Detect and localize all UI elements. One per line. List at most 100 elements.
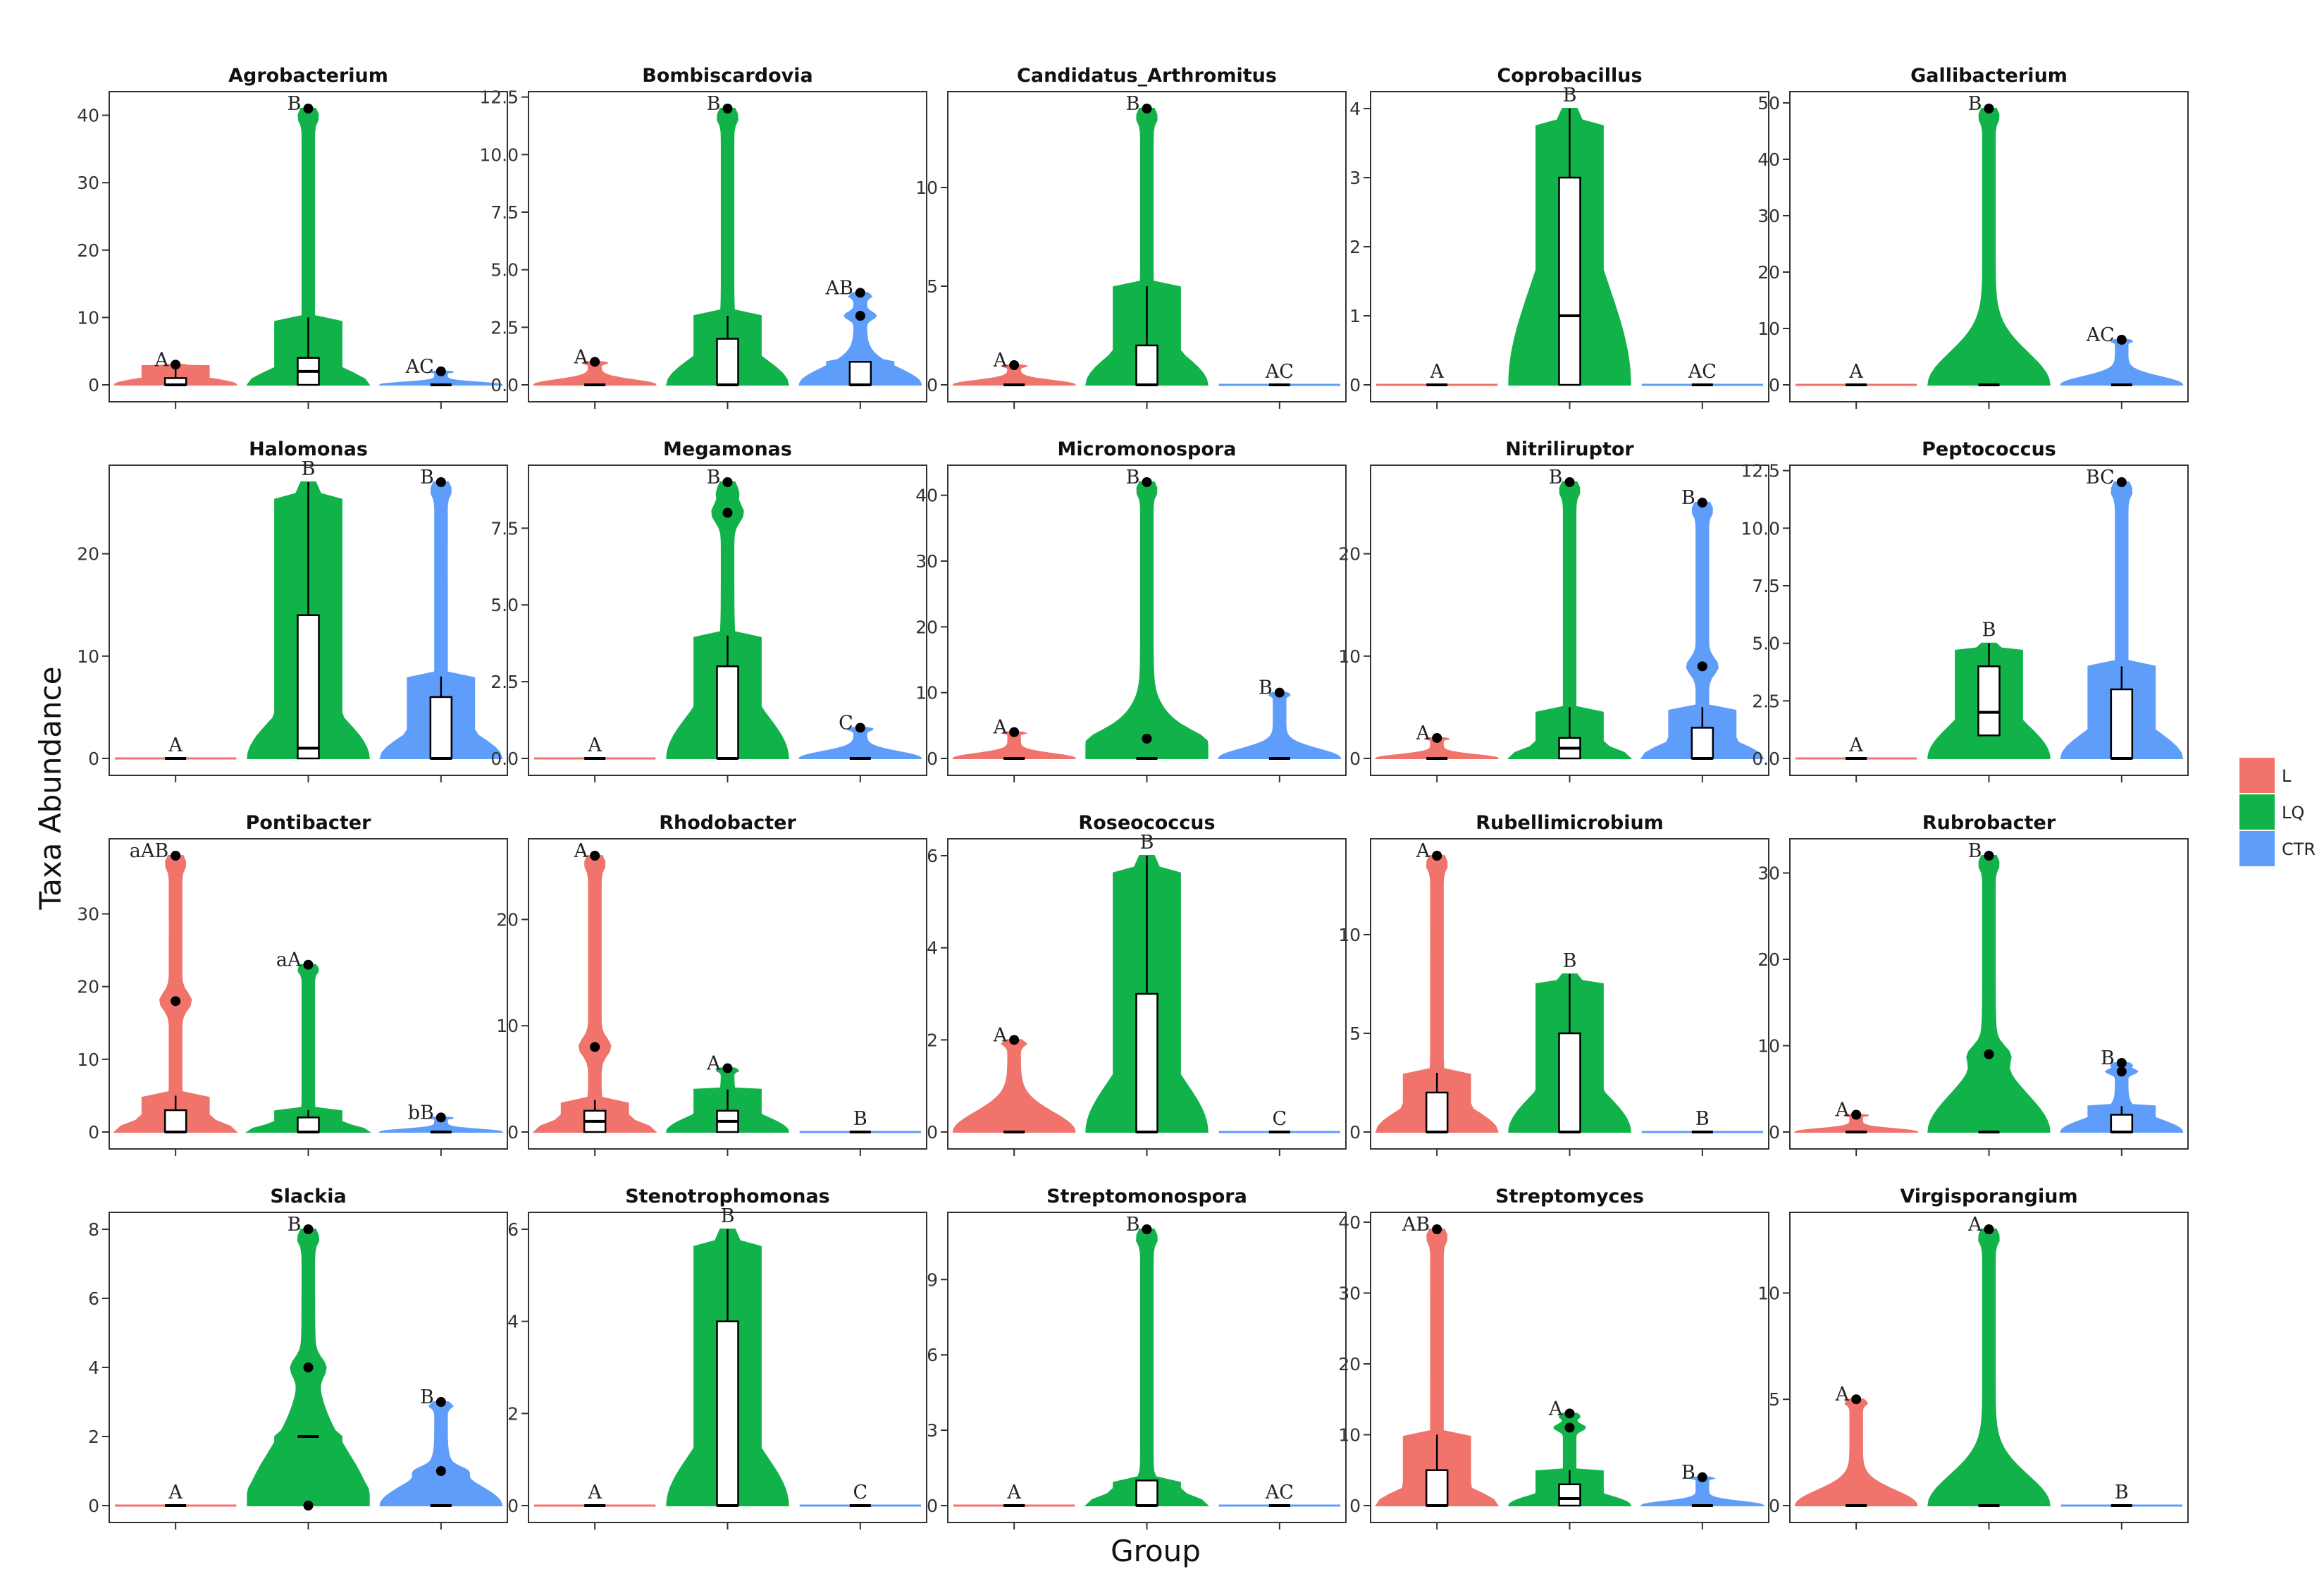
- y-tick-label: 0: [1349, 1496, 1361, 1516]
- significance-letter: bB: [408, 1102, 434, 1124]
- box: [2110, 688, 2134, 760]
- outlier-point: [855, 722, 865, 733]
- outlier-point: [590, 1042, 600, 1052]
- y-tick-label: 10: [1757, 1036, 1780, 1057]
- panel-pontibacter: Pontibacter 0 10 20 30 aAB aA bB: [77, 812, 508, 1156]
- x-axis-label: Group: [1111, 1534, 1201, 1568]
- y-tick-label: 7.5: [1752, 576, 1780, 596]
- outlier-point: [590, 851, 600, 861]
- outlier-point: [1564, 1422, 1575, 1433]
- outlier-point: [1009, 727, 1020, 737]
- outlier-point: [1564, 1408, 1575, 1419]
- significance-letter: B: [288, 1214, 302, 1236]
- y-tick-label: 4: [1349, 99, 1361, 119]
- significance-letter: A: [1967, 1214, 1982, 1236]
- panel-virgisporangium: Virgisporangium 0 5 10 A A B: [1757, 1186, 2189, 1530]
- outlier-point: [722, 1063, 733, 1074]
- significance-letter: A: [706, 1053, 721, 1075]
- y-tick-label: 0: [1769, 1122, 1780, 1143]
- legend-key-CTR: [2239, 831, 2275, 866]
- outlier-point: [2116, 335, 2127, 345]
- outlier-point: [1009, 360, 1020, 370]
- y-tick-label: 20: [1338, 1354, 1361, 1374]
- panel-roseococcus: Roseococcus 0 2 4 6 A B C: [927, 812, 1347, 1156]
- significance-letter: B: [1140, 832, 1154, 854]
- y-tick-label: 10: [915, 178, 938, 198]
- significance-letter: B: [302, 458, 316, 480]
- outlier-point: [171, 359, 181, 370]
- outlier-point: [303, 1362, 314, 1372]
- y-tick-label: 3: [1349, 168, 1361, 188]
- y-tick-label: 20: [1338, 544, 1361, 565]
- panel-candidatus_arthromitus: Candidatus_Arthromitus 0 5 10 A B AC: [915, 65, 1347, 409]
- significance-letter: B: [420, 467, 434, 488]
- significance-letter: A: [1006, 1482, 1021, 1503]
- y-tick-label: 5: [1349, 1023, 1361, 1044]
- outlier-point: [590, 357, 600, 367]
- significance-letter: AB: [824, 277, 853, 299]
- box: [1977, 665, 2001, 737]
- box: [1135, 992, 1158, 1133]
- significance-letter: B: [288, 93, 302, 115]
- y-tick-label: 2: [507, 1403, 519, 1424]
- y-tick-label: 0: [1349, 1122, 1361, 1143]
- y-tick-label: 0: [507, 1496, 519, 1516]
- box: [716, 665, 739, 760]
- y-tick-label: 2.5: [490, 317, 519, 338]
- significance-letter: B: [1982, 620, 1996, 641]
- y-tick-label: 8: [88, 1219, 99, 1240]
- panels-layer: Agrobacterium010203040ABACBombiscardovia…: [77, 65, 2189, 1530]
- y-tick-label: 6: [927, 1345, 938, 1365]
- panel-title: Peptococcus: [1922, 438, 2056, 460]
- outlier-point: [1142, 734, 1152, 744]
- panel-title: Nitriliruptor: [1505, 438, 1634, 460]
- panel-coprobacillus: Coprobacillus 0 1 2 3 4 A B AC: [1349, 65, 1769, 409]
- outlier-point: [1009, 1035, 1020, 1045]
- panel-title: Streptomyces: [1495, 1186, 1644, 1207]
- violin-CTR: [798, 292, 922, 386]
- violin-L: [1375, 855, 1499, 1133]
- panel-gallibacterium: Gallibacterium 0 10 20 30 40 50 A B AC: [1757, 65, 2189, 409]
- significance-letter: A: [993, 350, 1008, 371]
- significance-letter: aA: [276, 949, 302, 971]
- y-tick-label: 40: [915, 486, 938, 506]
- y-tick-label: 0: [1349, 749, 1361, 769]
- y-tick-label: 10: [1757, 1283, 1780, 1303]
- y-tick-label: 10: [1338, 925, 1361, 945]
- significance-letter: B: [1126, 467, 1140, 488]
- significance-letter: BC: [2086, 467, 2115, 488]
- outlier-point: [435, 1466, 446, 1476]
- y-tick-label: 30: [77, 173, 99, 193]
- y-tick-label: 4: [88, 1358, 99, 1378]
- significance-letter: A: [993, 1024, 1008, 1046]
- significance-letter: B: [1126, 93, 1140, 115]
- y-tick-label: 10: [77, 307, 99, 328]
- significance-letter: B: [1681, 1462, 1695, 1484]
- significance-letter: C: [839, 712, 853, 734]
- panel-megamonas: Megamonas 0.0 2.5 5.0 7.5 A B C: [490, 438, 927, 782]
- violin-LQ: [666, 481, 789, 759]
- y-tick-label: 2: [1349, 237, 1361, 257]
- violin-L: [952, 364, 1076, 386]
- violin-L: [1375, 1229, 1500, 1506]
- y-tick-label: 2: [88, 1427, 99, 1447]
- y-tick-label: 0.0: [1752, 749, 1780, 769]
- outlier-point: [1984, 1224, 1994, 1234]
- y-tick-label: 0: [88, 375, 99, 395]
- violin-LQ: [245, 964, 372, 1133]
- outlier-point: [1851, 1109, 1862, 1120]
- significance-letter: B: [707, 93, 721, 115]
- y-tick-label: 40: [1757, 149, 1780, 170]
- y-tick-label: 0: [507, 1122, 519, 1143]
- legend-key-L: [2239, 758, 2275, 793]
- y-tick-label: 10: [1338, 646, 1361, 667]
- panel-streptomonospora: Streptomonospora 0 3 6 9 A B AC: [927, 1186, 1347, 1530]
- y-tick-label: 30: [1338, 1283, 1361, 1303]
- y-tick-label: 0: [927, 749, 938, 769]
- panel-title: Pontibacter: [246, 812, 371, 834]
- box: [1135, 344, 1158, 386]
- significance-letter: A: [1416, 722, 1430, 744]
- outlier-point: [1697, 1472, 1707, 1482]
- panel-title: Rubrobacter: [1922, 812, 2056, 834]
- violin-LQ: [1927, 1229, 2051, 1506]
